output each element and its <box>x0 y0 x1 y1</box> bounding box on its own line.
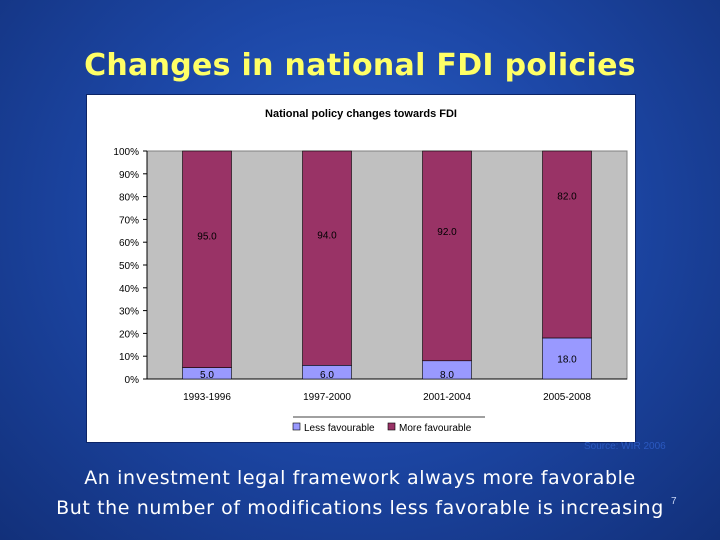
x-tick-label: 2005-2008 <box>543 392 591 403</box>
y-tick-label: 30% <box>119 307 139 318</box>
source-note: Source: WIR 2006 <box>584 441 666 452</box>
y-tick-label: 90% <box>119 170 139 181</box>
y-tick-label: 100% <box>113 147 139 158</box>
chart-frame: National policy changes towards FDI 0% 10%… <box>86 94 636 443</box>
data-label-more-favourable: 94.0 <box>317 231 337 242</box>
y-tick-label: 60% <box>119 238 139 249</box>
y-tick-label: 70% <box>119 215 139 226</box>
bar-more-favourable <box>542 150 592 339</box>
caption-line-2: But the number of modifications less fav… <box>56 497 664 519</box>
legend-label: More favourable <box>399 423 472 434</box>
x-tick-label: 1997-2000 <box>303 392 351 403</box>
legend-swatch <box>387 422 396 431</box>
data-label-less-favourable: 5.0 <box>200 370 214 381</box>
y-tick-label: 40% <box>119 284 139 295</box>
y-tick-label: 50% <box>119 261 139 272</box>
y-tick-label: 20% <box>119 329 139 340</box>
data-label-less-favourable: 8.0 <box>440 370 454 381</box>
bar-more-favourable <box>182 150 232 368</box>
chart-title: National policy changes towards FDI <box>265 108 457 120</box>
y-tick-label: 10% <box>119 352 139 363</box>
data-label-more-favourable: 82.0 <box>557 192 577 203</box>
x-tick-label: 1993-1996 <box>183 392 231 403</box>
page-number: 7 <box>671 496 677 507</box>
bar-more-favourable <box>302 150 352 366</box>
x-tick-label: 2001-2004 <box>423 392 471 403</box>
data-label-less-favourable: 18.0 <box>557 354 577 365</box>
data-label-less-favourable: 6.0 <box>320 370 334 381</box>
bar-more-favourable <box>422 150 472 362</box>
data-label-more-favourable: 92.0 <box>437 227 457 238</box>
y-tick-label: 80% <box>119 193 139 204</box>
slide-title: Changes in national FDI policies <box>84 48 636 83</box>
y-tick-label: 0% <box>125 375 140 386</box>
data-label-more-favourable: 95.0 <box>197 232 217 243</box>
caption-line-1: An investment legal framework always mor… <box>84 467 636 489</box>
legend-swatch <box>292 422 301 431</box>
legend-label: Less favourable <box>304 423 375 434</box>
stacked-bar-chart: National policy changes towards FDI 0% 10%… <box>113 108 628 434</box>
